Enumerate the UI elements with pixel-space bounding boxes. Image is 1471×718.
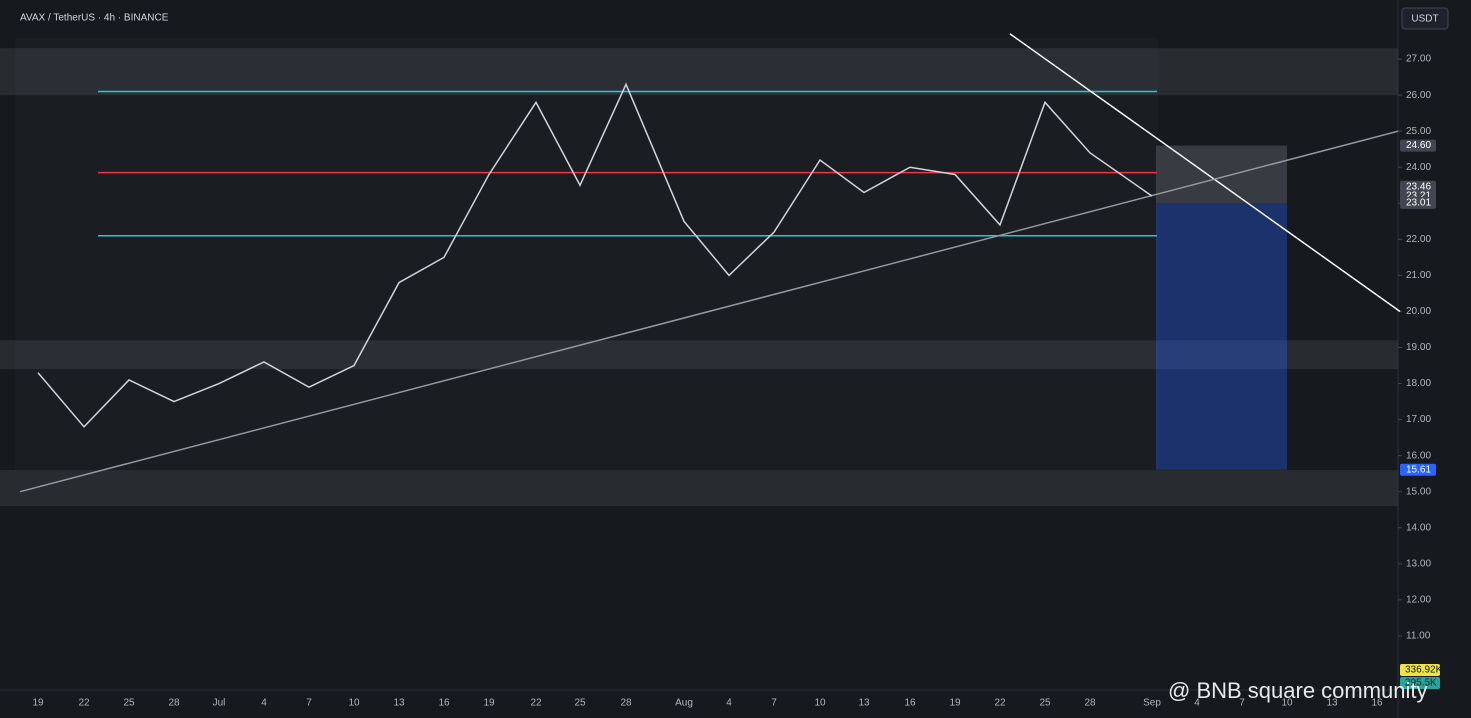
target-zone xyxy=(1156,203,1287,470)
price-label-box xyxy=(1400,196,1436,209)
price-label: 23.01 xyxy=(1406,198,1431,209)
unit-button[interactable] xyxy=(1401,7,1449,30)
y-tick-label: 17.00 xyxy=(1406,414,1431,425)
x-tick-label: Aug xyxy=(675,698,693,709)
x-tick-label: Jul xyxy=(213,698,226,709)
price-label: 23.21 xyxy=(1406,190,1431,201)
x-tick-label: 16 xyxy=(438,698,450,709)
y-tick-label: 20.00 xyxy=(1406,306,1431,317)
y-tick-label: 14.00 xyxy=(1406,522,1431,533)
price-label-box xyxy=(1400,180,1436,193)
plot-area xyxy=(15,38,1158,470)
x-tick-label: 10 xyxy=(348,698,360,709)
volume-label: 336.92K xyxy=(1405,665,1443,676)
x-tick-label: 4 xyxy=(1194,698,1200,709)
y-tick-label: 19.00 xyxy=(1406,342,1431,353)
y-tick-label: 22.00 xyxy=(1406,234,1431,245)
x-tick-label: 7 xyxy=(771,698,777,709)
x-tick-label: 4 xyxy=(261,698,267,709)
volume-label-box xyxy=(1400,664,1440,676)
x-tick-label: 22 xyxy=(994,698,1006,709)
x-tick-label: 19 xyxy=(483,698,495,709)
x-tick-label: 28 xyxy=(620,698,632,709)
x-tick-label: 13 xyxy=(393,698,405,709)
y-tick-label: 24.00 xyxy=(1406,162,1431,173)
x-tick-label: 13 xyxy=(858,698,870,709)
y-tick-label: 12.00 xyxy=(1406,595,1431,606)
x-tick-label: 7 xyxy=(306,698,312,709)
price-label-box xyxy=(1400,463,1436,476)
x-tick-label: Sep xyxy=(1143,698,1161,709)
trendline xyxy=(1009,33,1401,313)
x-tick-label: 4 xyxy=(726,698,732,709)
x-tick-label: 28 xyxy=(168,698,180,709)
x-tick-label: 13 xyxy=(1326,698,1338,709)
zone xyxy=(0,470,1398,507)
trendline xyxy=(19,130,1399,493)
chart-title: AVAX / TetherUS · 4h · BINANCE xyxy=(20,13,169,24)
x-tick-label: 19 xyxy=(949,698,961,709)
x-tick-label: 28 xyxy=(1084,698,1096,709)
y-tick-label: 21.00 xyxy=(1406,270,1431,281)
y-tick-label: 18.00 xyxy=(1406,378,1431,389)
x-tick-label: 22 xyxy=(78,698,90,709)
x-tick-label: 16 xyxy=(1371,698,1383,709)
x-tick-label: 25 xyxy=(123,698,135,709)
price-label: 24.60 xyxy=(1406,140,1431,151)
x-tick-label: 10 xyxy=(814,698,826,709)
x-tick-label: 25 xyxy=(574,698,586,709)
y-tick-label: 11.00 xyxy=(1406,631,1431,642)
watermark: @ BNB square community xyxy=(1168,678,1428,703)
x-tick-label: 16 xyxy=(904,698,916,709)
y-tick-label: 15.00 xyxy=(1406,486,1431,497)
y-tick-label: 25.00 xyxy=(1406,126,1431,137)
volume-label: 295.5K xyxy=(1405,678,1437,689)
zone xyxy=(0,48,1398,96)
y-tick-label: 26.00 xyxy=(1406,90,1431,101)
volume-label-box xyxy=(1400,677,1440,689)
unit-label: USDT xyxy=(1411,14,1438,25)
y-tick-label: 16.00 xyxy=(1406,450,1431,461)
price-label: 15.61 xyxy=(1406,464,1431,475)
x-tick-label: 7 xyxy=(1239,698,1245,709)
y-tick-label: 27.00 xyxy=(1406,54,1431,65)
y-tick-label: 13.00 xyxy=(1406,558,1431,569)
x-tick-label: 22 xyxy=(530,698,542,709)
zone xyxy=(0,340,1398,370)
x-tick-label: 10 xyxy=(1281,698,1293,709)
price-label-box xyxy=(1400,139,1436,152)
price-line xyxy=(37,82,1153,428)
x-tick-label: 19 xyxy=(32,698,44,709)
stop-zone xyxy=(1156,145,1287,204)
x-tick-label: 25 xyxy=(1039,698,1051,709)
price-label: 23.46 xyxy=(1406,181,1431,192)
